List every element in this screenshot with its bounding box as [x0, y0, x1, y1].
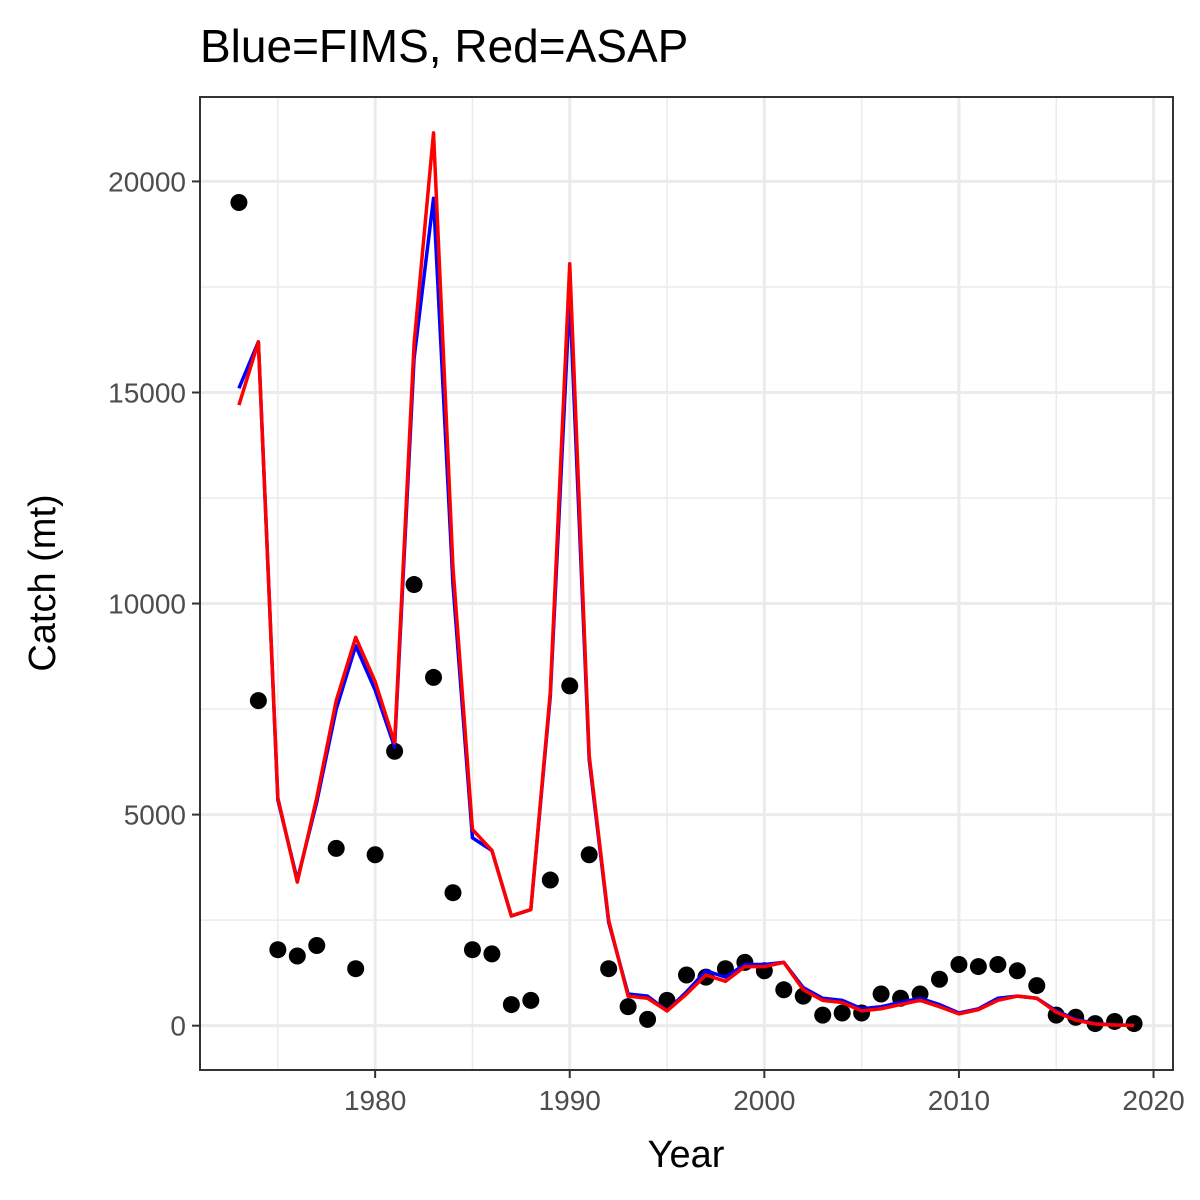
observed-catch-point: [483, 945, 501, 963]
y-tick-label: 5000: [124, 800, 186, 831]
minor-gridlines: [200, 97, 1173, 1070]
observed-catch-point: [814, 1006, 832, 1024]
asap-series-line: [237, 131, 1135, 1028]
x-tick-label: 2010: [928, 1085, 990, 1116]
observed-catch-point: [308, 936, 326, 954]
observed-catch-point: [969, 958, 987, 976]
x-axis: 1980 1990 2000 2010 2020: [344, 1070, 1185, 1116]
observed-catch-point: [1008, 962, 1026, 980]
observed-catch-point: [366, 846, 384, 864]
x-tick-label: 1990: [539, 1085, 601, 1116]
y-axis: 0 5000 10000 15000 20000: [108, 166, 200, 1042]
observed-catch-point: [639, 1010, 657, 1028]
observed-catch-point: [288, 947, 306, 965]
y-tick-label: 0: [170, 1011, 186, 1042]
observed-catch-point: [1028, 977, 1046, 995]
observed-catch-point: [230, 194, 248, 212]
observed-catch-point: [269, 941, 287, 959]
observed-catch-point: [580, 846, 598, 864]
observed-catch-point: [950, 955, 968, 973]
x-tick-label: 2020: [1122, 1085, 1184, 1116]
observed-catch-point: [775, 981, 793, 999]
observed-catch-point: [327, 839, 345, 857]
observed-catch-point: [347, 960, 365, 978]
observed-catch-point: [678, 966, 695, 984]
y-tick-label: 10000: [108, 589, 186, 620]
observed-catch-point: [463, 941, 481, 959]
y-tick-label: 20000: [108, 166, 186, 197]
observed-catch-point: [989, 955, 1007, 973]
panel-border: [199, 96, 1174, 1071]
chart-title: Blue=FIMS, Red=ASAP: [200, 20, 688, 72]
observed-catch-point: [600, 960, 618, 978]
x-axis-title: Year: [648, 1134, 725, 1176]
observed-catch-point: [502, 996, 520, 1014]
plot-panel: [199, 96, 1174, 1071]
observed-catch-point: [872, 985, 890, 1003]
series-layer: [230, 131, 1143, 1033]
observed-catch-point: [425, 668, 443, 686]
observed-catch-point: [386, 742, 404, 760]
x-tick-label: 1980: [344, 1085, 406, 1116]
observed-catch-point: [541, 871, 559, 889]
observed-catch-point: [522, 991, 540, 1009]
observed-catch-point: [249, 692, 267, 710]
y-axis-title: Catch (mt): [22, 494, 64, 671]
y-tick-label: 15000: [108, 377, 186, 408]
observed-catch-point: [1106, 1012, 1124, 1030]
observed-catch-point: [833, 1004, 851, 1022]
observed-catch-point: [444, 884, 462, 902]
x-tick-label: 2000: [733, 1085, 795, 1116]
observed-catch-point: [561, 677, 579, 695]
observed-catch-point: [405, 576, 423, 594]
observed-catch-point: [619, 998, 637, 1016]
major-gridlines: [200, 97, 1173, 1070]
observed-catch-point: [930, 970, 948, 988]
